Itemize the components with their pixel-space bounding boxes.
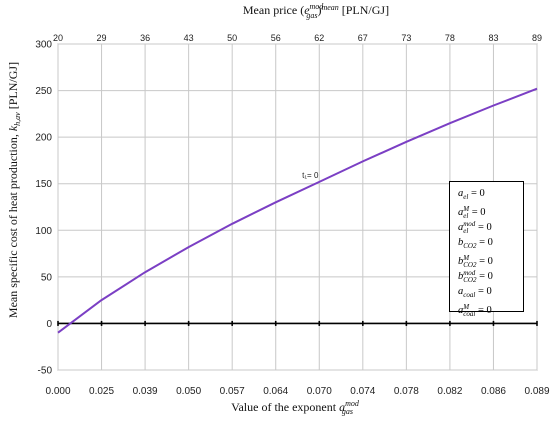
x2-tick-label: 43 bbox=[184, 33, 194, 43]
series-line bbox=[57, 87, 538, 334]
x2-tick-label: 89 bbox=[532, 33, 542, 43]
y-tick-label: 150 bbox=[35, 179, 52, 190]
x-tick-label: 0.086 bbox=[481, 386, 506, 397]
x-tick-label: 0.057 bbox=[220, 386, 245, 397]
x-tick-label: 0.089 bbox=[524, 386, 549, 397]
x2-tick-label: 62 bbox=[314, 33, 324, 43]
x2-tick-label: 78 bbox=[445, 33, 455, 43]
zero-axis bbox=[57, 320, 538, 326]
legend-entry-b-co2-mod: bmod CO2 = 0 bbox=[458, 268, 493, 284]
x-tick-label: 0.074 bbox=[350, 386, 375, 397]
x2-tick-label: 67 bbox=[358, 33, 368, 43]
x-tick-label: 0.000 bbox=[45, 386, 70, 397]
y-tick-label: 100 bbox=[35, 226, 52, 237]
x-axis-title: Value of the exponent amod gas bbox=[231, 399, 360, 416]
x2-tick-label: 73 bbox=[401, 33, 411, 43]
legend-entry-a-el-mod: amod el = 0 bbox=[458, 219, 492, 235]
legend-entry-a-coal: acoal = 0 bbox=[458, 286, 492, 300]
tick-labels: -50 0 50 100 150 200 250 300 0.000 20 0.025 29 0.039… bbox=[35, 33, 550, 397]
x-tick-label: 0.039 bbox=[133, 386, 158, 397]
legend: ael = 0 aM el = 0 amod el = 0 bCO2 = 0 bM C… bbox=[449, 181, 524, 317]
y-tick-label: -50 bbox=[38, 366, 53, 377]
x-tick-label: 0.082 bbox=[437, 386, 462, 397]
x2-axis-title: Mean price (emod gas)mean [PLN/GJ] bbox=[243, 2, 389, 20]
x-tick-label: 0.025 bbox=[89, 386, 114, 397]
x-tick-label: 0.064 bbox=[263, 386, 288, 397]
legend-entry-b-co2-m: bM CO2 = 0 bbox=[458, 253, 493, 269]
x-tick-label: 0.050 bbox=[176, 386, 201, 397]
x-tick-label: 0.078 bbox=[394, 386, 419, 397]
y-tick-label: 300 bbox=[35, 40, 52, 51]
series-layer: t₁= 0 bbox=[57, 87, 538, 334]
x2-tick-label: 20 bbox=[53, 33, 63, 43]
x2-tick-label: 29 bbox=[97, 33, 107, 43]
legend-entry-a-coal-m: aM coal = 0 bbox=[458, 302, 492, 318]
y-tick-label: 50 bbox=[41, 272, 53, 283]
y-tick-label: 200 bbox=[35, 133, 52, 144]
x-tick-label: 0.070 bbox=[307, 386, 332, 397]
y-tick-label: 0 bbox=[46, 319, 52, 330]
legend-entry-a-el-m: aM el = 0 bbox=[458, 204, 486, 220]
x2-tick-label: 56 bbox=[271, 33, 281, 43]
y-tick-label: 250 bbox=[35, 86, 52, 97]
y-axis-title: Mean specific cost of heat production, k… bbox=[6, 62, 22, 318]
legend-entry-b-co2: bCO2 = 0 bbox=[458, 237, 493, 251]
annotation-t1: t₁= 0 bbox=[302, 171, 319, 180]
x2-tick-label: 36 bbox=[140, 33, 150, 43]
x2-tick-label: 83 bbox=[488, 33, 498, 43]
x2-tick-label: 50 bbox=[227, 33, 237, 43]
legend-entry-a-el: ael = 0 bbox=[458, 188, 485, 202]
